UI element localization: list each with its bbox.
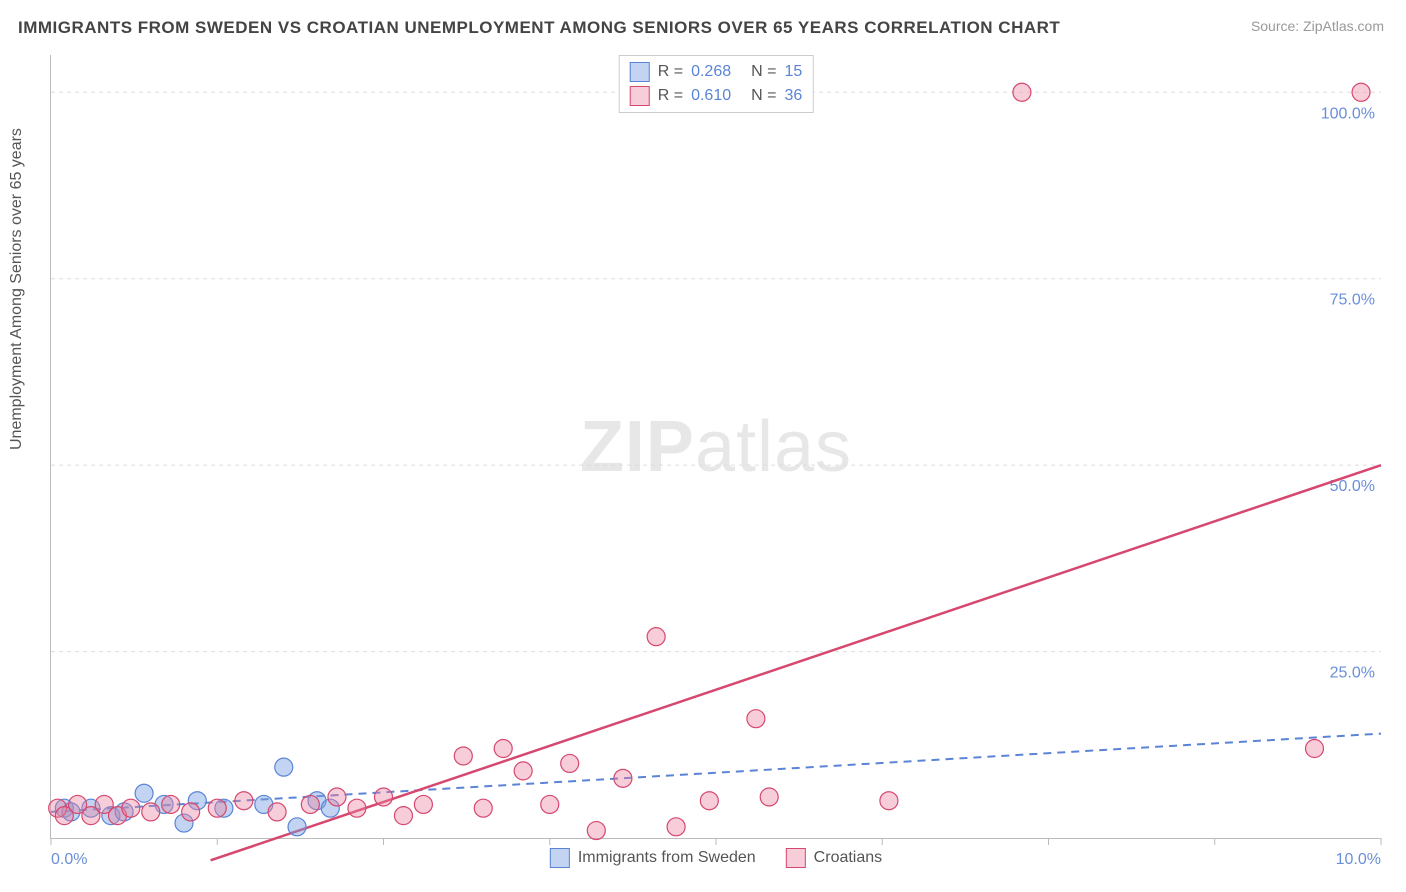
legend-stat-row: R = 0.610 N = 36 (630, 84, 803, 108)
data-point (288, 818, 306, 836)
data-point (647, 628, 665, 646)
r-value: 0.268 (691, 63, 731, 81)
legend-swatch (630, 86, 650, 106)
data-point (541, 795, 559, 813)
data-point (454, 747, 472, 765)
data-point (375, 788, 393, 806)
data-point (275, 758, 293, 776)
data-point (182, 803, 200, 821)
y-tick-label: 75.0% (1330, 292, 1375, 309)
r-value: 0.610 (691, 87, 731, 105)
data-point (614, 769, 632, 787)
n-value: 36 (784, 87, 802, 105)
data-point (700, 792, 718, 810)
data-point (348, 799, 366, 817)
x-tick-label: 0.0% (51, 851, 87, 868)
data-point (162, 795, 180, 813)
data-point (667, 818, 685, 836)
y-tick-label: 25.0% (1330, 665, 1375, 682)
chart-svg: 25.0%50.0%75.0%100.0%0.0%10.0% (51, 55, 1381, 838)
data-point (235, 792, 253, 810)
legend-stat-row: R = 0.268 N = 15 (630, 60, 803, 84)
data-point (514, 762, 532, 780)
legend-swatch (786, 848, 806, 868)
r-label: R = (658, 63, 683, 81)
plot-area: ZIPatlas 25.0%50.0%75.0%100.0%0.0%10.0% … (50, 55, 1381, 839)
source-attribution: Source: ZipAtlas.com (1251, 18, 1384, 34)
legend-series: Immigrants from Sweden Croatians (550, 848, 882, 868)
data-point (880, 792, 898, 810)
y-axis-label: Unemployment Among Seniors over 65 years (8, 128, 26, 450)
r-label: R = (658, 87, 683, 105)
chart-title: IMMIGRANTS FROM SWEDEN VS CROATIAN UNEMP… (18, 18, 1060, 38)
data-point (208, 799, 226, 817)
data-point (414, 795, 432, 813)
data-point (142, 803, 160, 821)
legend-series-item: Croatians (786, 848, 882, 868)
data-point (268, 803, 286, 821)
legend-swatch (550, 848, 570, 868)
data-point (494, 740, 512, 758)
data-point (474, 799, 492, 817)
y-tick-label: 100.0% (1321, 105, 1375, 122)
data-point (394, 807, 412, 825)
n-label: N = (751, 87, 776, 105)
n-label: N = (751, 63, 776, 81)
data-point (1352, 83, 1370, 101)
data-point (328, 788, 346, 806)
data-point (747, 710, 765, 728)
data-point (1013, 83, 1031, 101)
legend-stats: R = 0.268 N = 15 R = 0.610 N = 36 (619, 55, 814, 113)
data-point (135, 784, 153, 802)
data-point (122, 799, 140, 817)
data-point (561, 754, 579, 772)
legend-swatch (630, 62, 650, 82)
x-tick-label: 10.0% (1336, 851, 1381, 868)
n-value: 15 (784, 63, 802, 81)
data-point (587, 822, 605, 840)
data-point (301, 795, 319, 813)
legend-label: Immigrants from Sweden (578, 849, 756, 867)
data-point (760, 788, 778, 806)
legend-label: Croatians (814, 849, 882, 867)
legend-series-item: Immigrants from Sweden (550, 848, 756, 868)
data-point (1306, 740, 1324, 758)
